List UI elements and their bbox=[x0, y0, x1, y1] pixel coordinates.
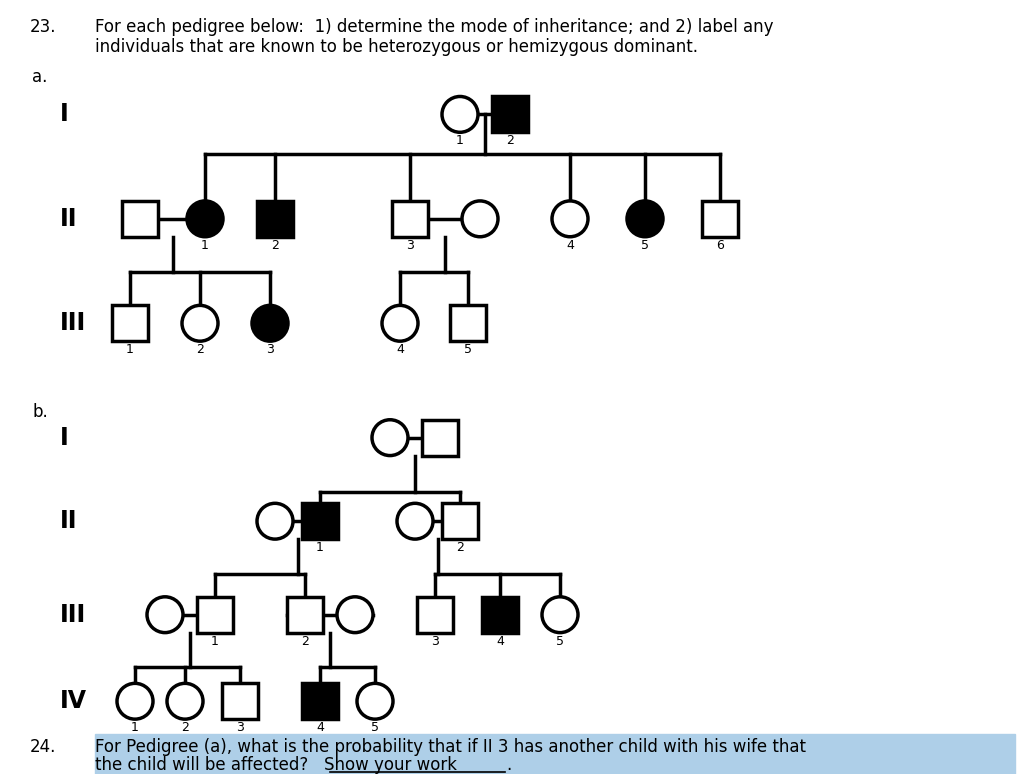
Text: 6: 6 bbox=[716, 239, 724, 252]
Text: 5: 5 bbox=[464, 343, 472, 356]
Text: 1: 1 bbox=[316, 541, 324, 554]
Circle shape bbox=[552, 201, 588, 237]
Bar bbox=[422, 420, 458, 456]
Text: I: I bbox=[60, 103, 69, 126]
Text: 23.: 23. bbox=[30, 18, 56, 36]
Text: 2: 2 bbox=[181, 721, 189, 734]
Bar bbox=[287, 597, 323, 633]
Circle shape bbox=[397, 503, 433, 539]
Text: 4: 4 bbox=[396, 343, 403, 356]
Text: 3: 3 bbox=[266, 343, 274, 356]
Bar bbox=[302, 683, 338, 719]
Text: 2: 2 bbox=[506, 135, 514, 147]
Text: 1: 1 bbox=[131, 721, 139, 734]
Text: 3: 3 bbox=[237, 721, 244, 734]
Text: 5: 5 bbox=[371, 721, 379, 734]
Text: 4: 4 bbox=[316, 721, 324, 734]
Text: 1: 1 bbox=[126, 343, 134, 356]
Text: b.: b. bbox=[32, 403, 48, 421]
Text: IV: IV bbox=[60, 689, 87, 713]
Text: 2: 2 bbox=[271, 239, 279, 252]
Bar bbox=[197, 597, 233, 633]
Text: 5: 5 bbox=[556, 635, 564, 647]
Bar bbox=[302, 503, 338, 539]
Bar bbox=[442, 503, 478, 539]
Bar bbox=[95, 734, 1015, 774]
Circle shape bbox=[627, 201, 663, 237]
Circle shape bbox=[167, 683, 203, 719]
Text: individuals that are known to be heterozygous or hemizygous dominant.: individuals that are known to be heteroz… bbox=[95, 38, 698, 56]
Text: For Pedigree (a), what is the probability that if II 3 has another child with hi: For Pedigree (a), what is the probabilit… bbox=[95, 738, 806, 756]
Text: III: III bbox=[60, 311, 86, 335]
Circle shape bbox=[147, 597, 183, 633]
Bar bbox=[122, 201, 158, 237]
Circle shape bbox=[182, 306, 218, 342]
Bar bbox=[702, 201, 738, 237]
Bar bbox=[492, 96, 528, 132]
Text: 2: 2 bbox=[301, 635, 309, 647]
Text: 4: 4 bbox=[496, 635, 504, 647]
Text: II: II bbox=[60, 510, 78, 533]
Text: I: I bbox=[60, 426, 69, 450]
Text: 3: 3 bbox=[431, 635, 439, 647]
Circle shape bbox=[187, 201, 223, 237]
Text: 1: 1 bbox=[211, 635, 219, 647]
Text: a.: a. bbox=[32, 68, 47, 86]
Text: the child will be affected?   Show your work: the child will be affected? Show your wo… bbox=[95, 756, 457, 774]
Text: III: III bbox=[60, 603, 86, 627]
Circle shape bbox=[337, 597, 373, 633]
Circle shape bbox=[257, 503, 293, 539]
Text: .: . bbox=[506, 756, 511, 774]
Bar bbox=[417, 597, 453, 633]
Text: II: II bbox=[60, 207, 78, 231]
Circle shape bbox=[542, 597, 578, 633]
Circle shape bbox=[462, 201, 498, 237]
Circle shape bbox=[117, 683, 153, 719]
Circle shape bbox=[442, 96, 478, 132]
Bar bbox=[482, 597, 518, 633]
Circle shape bbox=[357, 683, 393, 719]
Bar bbox=[450, 306, 486, 342]
Bar bbox=[392, 201, 428, 237]
Text: 3: 3 bbox=[407, 239, 414, 252]
Circle shape bbox=[372, 420, 408, 456]
Text: 1: 1 bbox=[456, 135, 464, 147]
Text: 2: 2 bbox=[456, 541, 464, 554]
Text: 4: 4 bbox=[566, 239, 573, 252]
Text: 5: 5 bbox=[641, 239, 649, 252]
Circle shape bbox=[252, 306, 288, 342]
Text: For each pedigree below:  1) determine the mode of inheritance; and 2) label any: For each pedigree below: 1) determine th… bbox=[95, 18, 773, 36]
Circle shape bbox=[382, 306, 418, 342]
Bar bbox=[222, 683, 258, 719]
Bar bbox=[257, 201, 293, 237]
Text: 1: 1 bbox=[201, 239, 209, 252]
Text: 2: 2 bbox=[196, 343, 204, 356]
Text: 24.: 24. bbox=[30, 738, 56, 756]
Bar bbox=[112, 306, 148, 342]
